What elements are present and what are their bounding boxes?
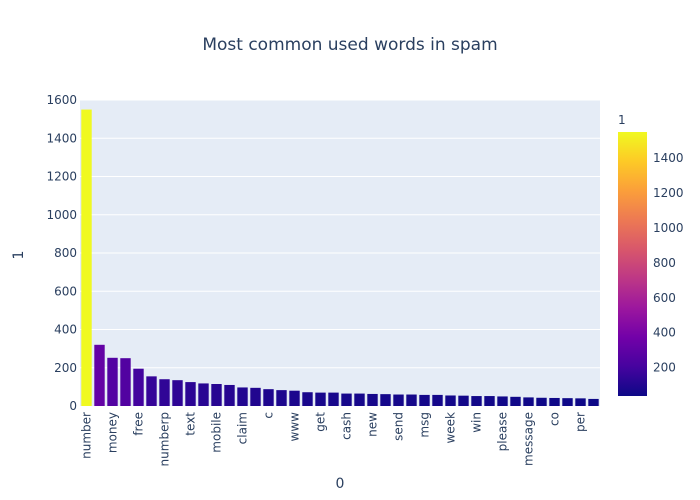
colorbar-tick-label: 400	[653, 326, 676, 340]
x-tick-label: co	[548, 412, 562, 426]
bar	[302, 392, 313, 406]
x-tick-label: text	[184, 412, 198, 436]
bar	[367, 393, 378, 406]
bar	[341, 393, 352, 406]
bar	[107, 357, 118, 406]
colorbar-tick-label: 1400	[653, 151, 684, 165]
bar	[224, 384, 235, 406]
y-axis-title: 1	[11, 251, 27, 260]
bar	[549, 397, 560, 406]
x-tick-label: per	[574, 412, 588, 432]
bar	[146, 376, 157, 406]
x-tick-label: mobile	[210, 412, 224, 453]
bar	[250, 387, 261, 406]
colorbar-gradient	[618, 132, 647, 396]
colorbar-tick-label: 1200	[653, 186, 684, 200]
bar	[263, 389, 274, 406]
bar	[536, 397, 547, 406]
bar	[380, 394, 391, 406]
bar	[523, 397, 534, 406]
bar	[588, 398, 599, 406]
y-tick-label: 1200	[46, 170, 77, 184]
bar	[354, 393, 365, 406]
x-tick-label: win	[470, 412, 484, 433]
bar	[445, 395, 456, 406]
bar	[406, 394, 417, 406]
colorbar: 1 200 400 600 800 1000 1200 1400	[618, 113, 684, 396]
y-tick-label: 400	[54, 323, 77, 337]
bar	[471, 396, 482, 406]
bar	[419, 394, 430, 406]
x-tick-label: claim	[236, 412, 250, 444]
y-tick-label: 600	[54, 284, 77, 298]
bars	[81, 109, 599, 406]
x-tick-label: c	[262, 412, 276, 419]
bar	[393, 394, 404, 406]
bar	[185, 382, 196, 406]
bar	[484, 396, 495, 406]
x-tick-label: cash	[340, 412, 354, 440]
colorbar-tick-label: 600	[653, 291, 676, 305]
bar	[172, 380, 183, 406]
gridlines	[80, 99, 600, 369]
colorbar-tick-label: 800	[653, 256, 676, 270]
bar	[497, 396, 508, 406]
bar	[198, 383, 209, 406]
bar	[276, 390, 287, 406]
x-tick-label: message	[522, 412, 536, 466]
chart-title: Most common used words in spam	[202, 35, 497, 55]
bar	[510, 396, 521, 406]
x-tick-label: numberp	[158, 412, 172, 466]
x-tick-label: please	[496, 412, 510, 451]
colorbar-tick-label: 200	[653, 361, 676, 375]
x-tick-label: new	[366, 412, 380, 437]
y-tick-label: 1600	[46, 93, 77, 107]
bar	[211, 384, 222, 406]
bar	[133, 368, 144, 406]
bar	[562, 398, 573, 406]
x-tick-label: msg	[418, 412, 432, 438]
y-tick-label: 200	[54, 361, 77, 375]
bar	[458, 395, 469, 406]
bar	[237, 387, 248, 406]
x-tick-labels: number money free numberp text mobile claim c ww…	[80, 412, 588, 467]
x-tick-label: send	[392, 412, 406, 441]
y-tick-label: 1400	[46, 131, 77, 145]
x-tick-label: get	[314, 412, 328, 432]
y-tick-label: 800	[54, 246, 77, 260]
x-tick-label: www	[288, 412, 302, 442]
x-tick-label: money	[106, 412, 120, 453]
bar	[432, 394, 443, 406]
y-tick-label: 0	[69, 399, 77, 413]
bar	[575, 398, 586, 406]
y-tick-labels: 0 200 400 600 800 1000 1200 1400 1600	[46, 93, 77, 413]
x-tick-label: week	[444, 412, 458, 444]
colorbar-tick-label: 1000	[653, 221, 684, 235]
bar	[81, 109, 92, 406]
y-tick-label: 1000	[46, 208, 77, 222]
bar	[328, 392, 339, 406]
colorbar-ticks: 200 400 600 800 1000 1200 1400	[653, 151, 684, 374]
bar	[120, 358, 131, 406]
bar	[94, 344, 105, 406]
bar	[159, 379, 170, 406]
x-tick-label: free	[132, 412, 146, 436]
colorbar-title: 1	[618, 113, 626, 127]
x-tick-label: number	[80, 412, 94, 459]
bar	[289, 390, 300, 406]
bar	[315, 392, 326, 406]
x-axis-title: 0	[336, 476, 345, 492]
